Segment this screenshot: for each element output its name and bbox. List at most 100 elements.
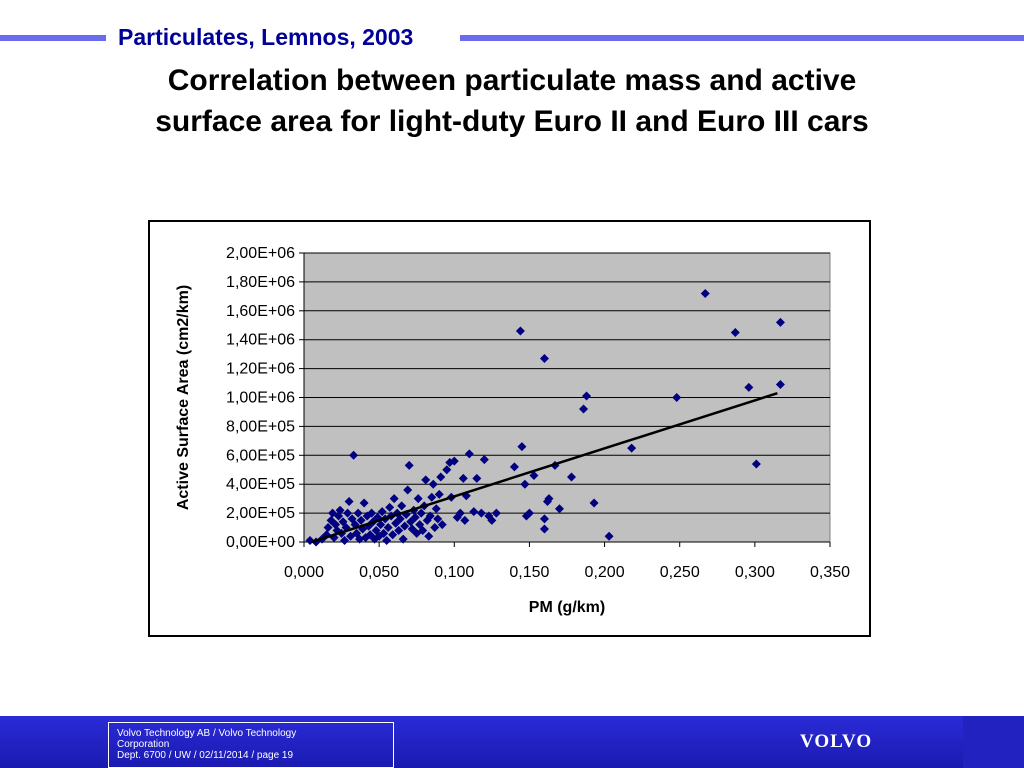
data-point xyxy=(415,520,425,530)
y-tick-label: 8,00E+05 xyxy=(226,418,295,435)
data-point xyxy=(751,459,761,469)
data-point xyxy=(356,515,366,525)
trendline xyxy=(311,391,778,544)
data-point xyxy=(476,508,486,518)
x-tick-label: 0,300 xyxy=(735,564,775,581)
data-point xyxy=(524,508,534,518)
data-point xyxy=(416,508,426,518)
footer-line-3: Dept. 6700 / UW / 02/11/2014 / page 19 xyxy=(117,750,294,761)
data-point xyxy=(365,530,375,540)
data-point xyxy=(427,492,437,502)
data-point xyxy=(322,530,332,540)
section-title: Particulates, Lemnos, 2003 xyxy=(118,24,414,50)
data-point xyxy=(412,528,422,538)
data-point xyxy=(400,521,410,531)
data-point xyxy=(338,517,348,527)
data-point xyxy=(517,442,527,452)
data-point xyxy=(394,525,404,535)
y-tick-label: 2,00E+05 xyxy=(226,505,295,522)
data-point xyxy=(341,523,351,533)
data-point xyxy=(364,521,374,531)
data-point xyxy=(418,525,428,535)
data-point xyxy=(377,507,387,517)
data-point xyxy=(383,523,393,533)
data-point xyxy=(458,473,468,483)
data-point xyxy=(436,472,446,482)
data-point xyxy=(385,502,395,512)
data-point xyxy=(403,485,413,495)
data-point xyxy=(404,460,414,470)
data-point xyxy=(582,391,592,401)
header-accent-line-left xyxy=(0,35,106,41)
data-point xyxy=(355,534,365,544)
data-point xyxy=(334,511,344,521)
footer-bar xyxy=(0,716,1024,768)
data-point xyxy=(627,443,637,453)
slide-title: Correlation between particulate mass and… xyxy=(155,64,869,138)
data-point xyxy=(376,520,386,530)
footer-right-panel xyxy=(963,716,1024,768)
y-tick-label: 4,00E+05 xyxy=(226,476,295,493)
data-point xyxy=(430,523,440,533)
footer-line-1: Volvo Technology AB / Volvo Technology xyxy=(117,728,297,739)
data-point xyxy=(589,498,599,508)
data-point xyxy=(472,473,482,483)
y-tick-label: 6,00E+05 xyxy=(226,447,295,464)
data-point xyxy=(424,531,434,541)
data-point xyxy=(353,508,363,518)
data-point xyxy=(323,523,333,533)
data-point xyxy=(388,530,398,540)
data-point xyxy=(491,508,501,518)
data-point xyxy=(437,520,447,530)
data-point xyxy=(413,494,423,504)
data-point xyxy=(567,472,577,482)
data-point xyxy=(373,512,383,522)
data-point xyxy=(730,327,740,337)
data-point xyxy=(464,449,474,459)
data-point xyxy=(434,489,444,499)
data-point xyxy=(775,379,785,389)
y-tick-label: 1,80E+06 xyxy=(226,274,295,291)
data-point xyxy=(539,514,549,524)
data-point xyxy=(449,456,459,466)
data-point xyxy=(479,455,489,465)
x-tick-label: 0,250 xyxy=(660,564,700,581)
data-point xyxy=(672,393,682,402)
data-point xyxy=(529,471,539,481)
y-tick-label: 0,00E+00 xyxy=(226,534,295,551)
data-point xyxy=(455,508,465,518)
data-point xyxy=(379,528,389,538)
y-axis-title: Active Surface Area (cm2/km) xyxy=(175,285,192,510)
data-point xyxy=(442,465,452,475)
data-point xyxy=(744,382,754,392)
header-accent-line-right xyxy=(460,35,1024,41)
data-point xyxy=(374,531,384,541)
data-point xyxy=(425,511,435,521)
data-point xyxy=(332,525,342,535)
data-point xyxy=(428,479,438,489)
x-tick-label: 0,350 xyxy=(810,564,850,581)
data-point xyxy=(775,317,785,327)
scatter-chart: 0,00E+00 2,00E+05 4,00E+05 6,00E+05 8,00E+05… xyxy=(175,245,850,616)
y-tick-label: 1,60E+06 xyxy=(226,303,295,320)
data-point xyxy=(554,504,564,514)
data-point xyxy=(431,504,441,514)
data-point xyxy=(469,507,479,517)
data-point xyxy=(343,508,353,518)
y-tick-label: 1,40E+06 xyxy=(226,332,295,349)
y-tick-label: 2,00E+06 xyxy=(226,245,295,262)
data-point xyxy=(604,531,614,541)
data-point xyxy=(398,534,408,544)
data-point xyxy=(539,353,549,363)
data-point xyxy=(340,536,350,546)
data-point xyxy=(389,494,399,504)
data-point xyxy=(397,501,407,511)
volvo-logo: VOLVO xyxy=(800,731,873,752)
data-point xyxy=(391,518,401,528)
data-point xyxy=(331,520,341,530)
x-tick-label: 0,050 xyxy=(359,564,399,581)
data-point xyxy=(367,508,377,518)
y-tick-label: 1,00E+06 xyxy=(226,390,295,407)
data-point xyxy=(359,498,369,508)
data-point xyxy=(344,497,354,507)
